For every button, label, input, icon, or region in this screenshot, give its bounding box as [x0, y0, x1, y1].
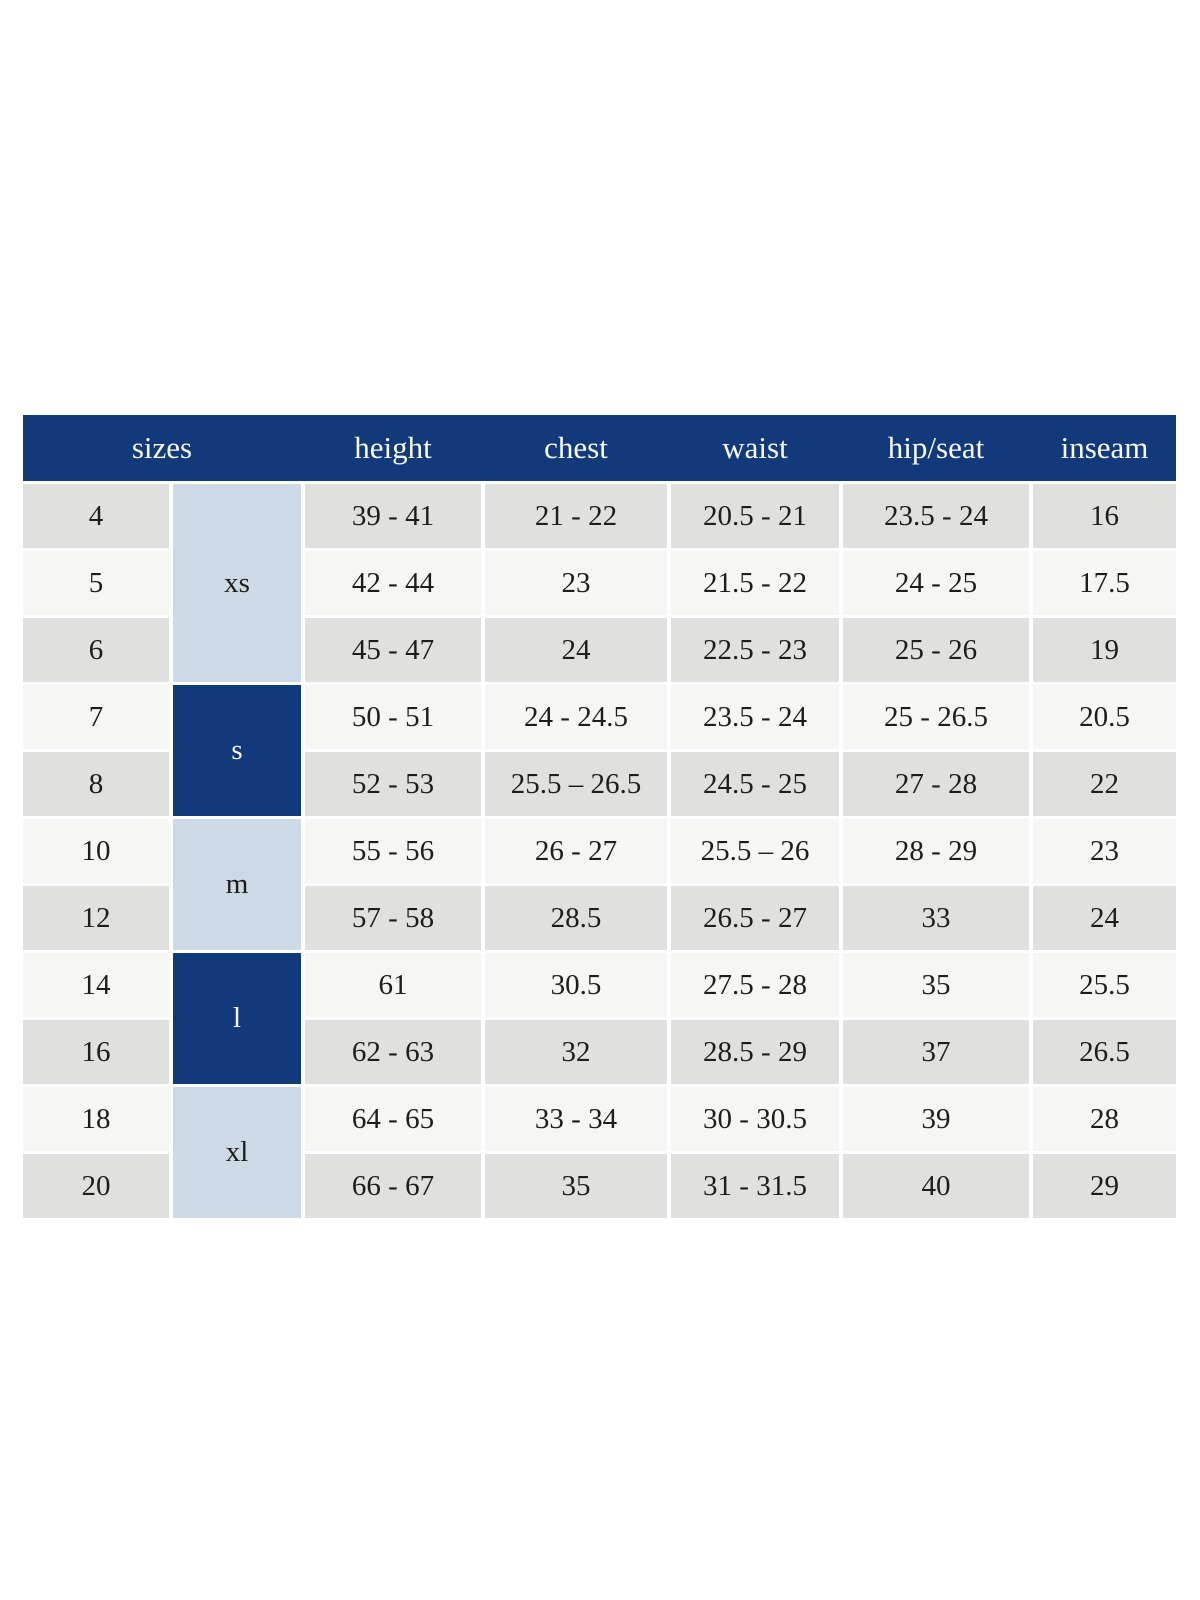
height-cell: 61 — [305, 953, 481, 1017]
column-header-hip-seat: hip/seat — [887, 430, 985, 465]
inseam-cell: 16 — [1033, 484, 1176, 548]
waist-cell: 27.5 - 28 — [671, 953, 839, 1017]
chest-cell: 24 - 24.5 — [485, 685, 667, 749]
hip-seat-cell: 37 — [843, 1020, 1029, 1084]
chest-cell: 28.5 — [485, 886, 667, 950]
chest-cell: 24 — [485, 618, 667, 682]
chest-cell: 21 - 22 — [485, 484, 667, 548]
inseam-cell: 19 — [1033, 618, 1176, 682]
waist-cell: 31 - 31.5 — [671, 1154, 839, 1218]
waist-cell: 22.5 - 23 — [671, 618, 839, 682]
inseam-cell: 25.5 — [1033, 953, 1176, 1017]
inseam-cell: 24 — [1033, 886, 1176, 950]
height-cell: 55 - 56 — [305, 819, 481, 883]
column-header-waist: waist — [722, 430, 788, 465]
hip-seat-cell: 27 - 28 — [843, 752, 1029, 816]
size-cell: 6 — [23, 618, 169, 682]
chest-cell: 30.5 — [485, 953, 667, 1017]
column-header-chest: chest — [544, 430, 608, 465]
height-cell: 52 - 53 — [305, 752, 481, 816]
inseam-cell: 28 — [1033, 1087, 1176, 1151]
column-header-sizes: sizes — [131, 430, 193, 465]
chest-cell: 33 - 34 — [485, 1087, 667, 1151]
size-cell: 7 — [23, 685, 169, 749]
height-cell: 57 - 58 — [305, 886, 481, 950]
size-cell: 20 — [23, 1154, 169, 1218]
waist-cell: 24.5 - 25 — [671, 752, 839, 816]
hip-seat-cell: 40 — [843, 1154, 1029, 1218]
chest-cell: 35 — [485, 1154, 667, 1218]
hip-seat-cell: 25 - 26 — [843, 618, 1029, 682]
waist-cell: 25.5 – 26 — [671, 819, 839, 883]
hip-seat-cell: 25 - 26.5 — [843, 685, 1029, 749]
inseam-cell: 29 — [1033, 1154, 1176, 1218]
height-cell: 62 - 63 — [305, 1020, 481, 1084]
group-cell-xs: xs — [173, 484, 301, 682]
height-cell: 45 - 47 — [305, 618, 481, 682]
waist-cell: 20.5 - 21 — [671, 484, 839, 548]
hip-seat-cell: 33 — [843, 886, 1029, 950]
size-cell: 18 — [23, 1087, 169, 1151]
waist-cell: 30 - 30.5 — [671, 1087, 839, 1151]
hip-seat-cell: 24 - 25 — [843, 551, 1029, 615]
table-header-row: sizes height chest waist hip/seat inseam — [23, 415, 1176, 481]
size-cell: 14 — [23, 953, 169, 1017]
hip-seat-cell: 28 - 29 — [843, 819, 1029, 883]
inseam-cell: 26.5 — [1033, 1020, 1176, 1084]
size-cell: 5 — [23, 551, 169, 615]
group-cell-m: m — [173, 819, 301, 950]
group-cell-xl: xl — [173, 1087, 301, 1218]
inseam-cell: 22 — [1033, 752, 1176, 816]
height-cell: 66 - 67 — [305, 1154, 481, 1218]
hip-seat-cell: 23.5 - 24 — [843, 484, 1029, 548]
inseam-cell: 20.5 — [1033, 685, 1176, 749]
size-cell: 4 — [23, 484, 169, 548]
height-cell: 64 - 65 — [305, 1087, 481, 1151]
column-header-height: height — [354, 430, 432, 465]
waist-cell: 26.5 - 27 — [671, 886, 839, 950]
chest-cell: 25.5 – 26.5 — [485, 752, 667, 816]
height-cell: 42 - 44 — [305, 551, 481, 615]
inseam-cell: 23 — [1033, 819, 1176, 883]
hip-seat-cell: 35 — [843, 953, 1029, 1017]
waist-cell: 23.5 - 24 — [671, 685, 839, 749]
waist-cell: 21.5 - 22 — [671, 551, 839, 615]
group-cell-l: l — [173, 953, 301, 1084]
chest-cell: 23 — [485, 551, 667, 615]
group-cell-s: s — [173, 685, 301, 816]
chest-cell: 32 — [485, 1020, 667, 1084]
chest-cell: 26 - 27 — [485, 819, 667, 883]
inseam-cell: 17.5 — [1033, 551, 1176, 615]
size-cell: 8 — [23, 752, 169, 816]
hip-seat-cell: 39 — [843, 1087, 1029, 1151]
height-cell: 39 - 41 — [305, 484, 481, 548]
size-cell: 10 — [23, 819, 169, 883]
height-cell: 50 - 51 — [305, 685, 481, 749]
size-cell: 12 — [23, 886, 169, 950]
size-cell: 16 — [23, 1020, 169, 1084]
waist-cell: 28.5 - 29 — [671, 1020, 839, 1084]
column-header-inseam: inseam — [1060, 430, 1149, 465]
size-chart-table: sizes height chest waist hip/seat inseam… — [23, 415, 1176, 1218]
